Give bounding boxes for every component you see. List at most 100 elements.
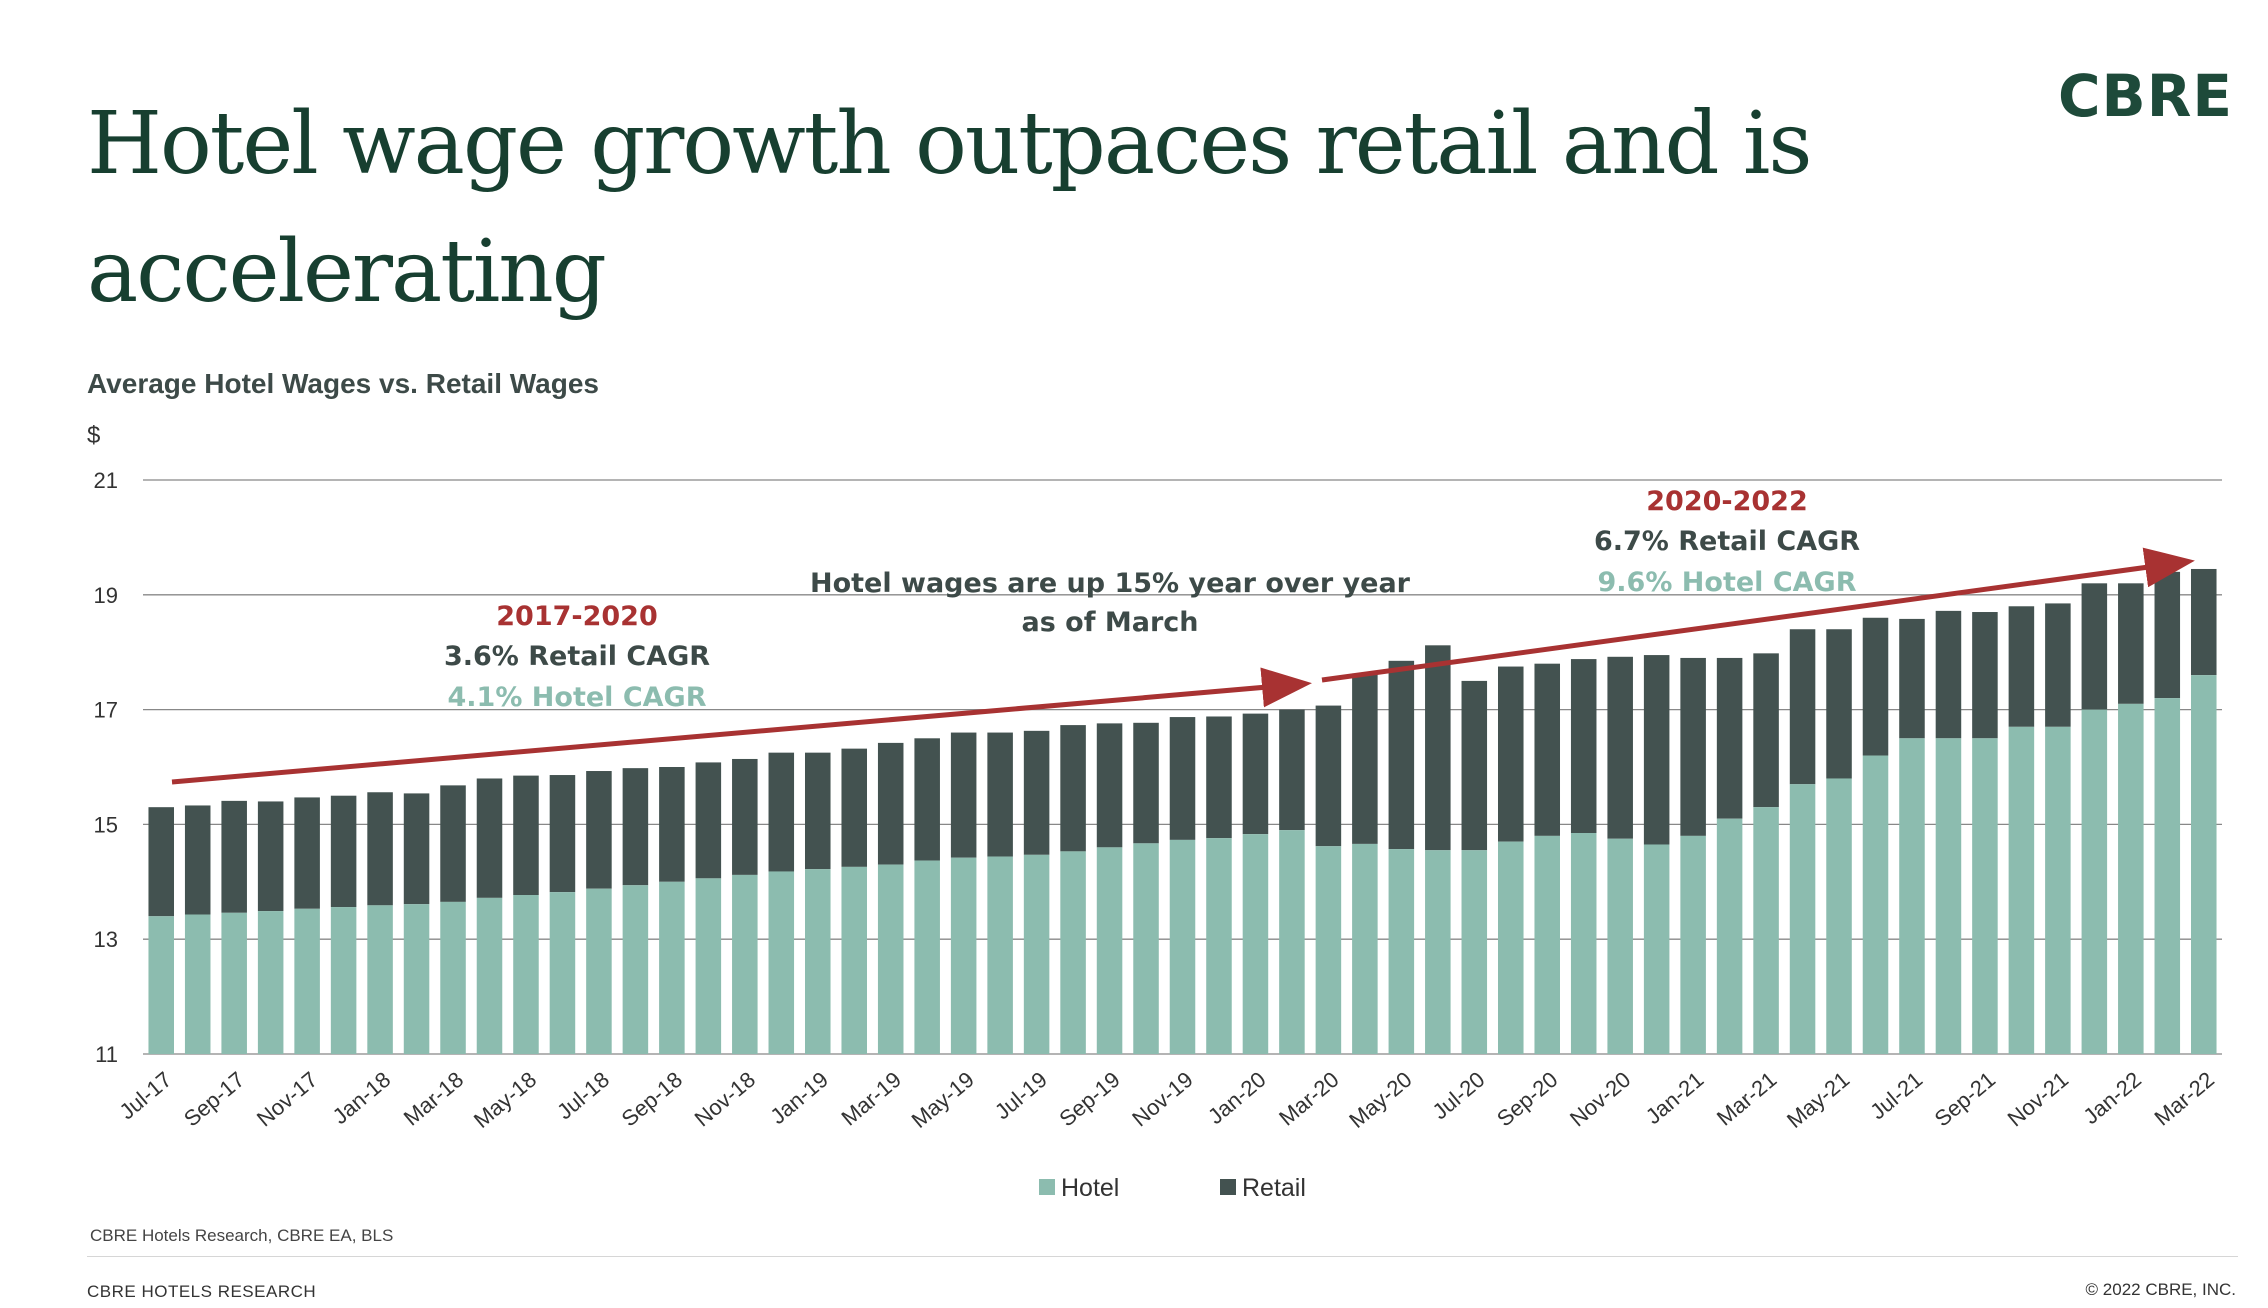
bar-hotel [1497, 841, 1524, 1054]
bar-retail [184, 805, 211, 915]
bar-hotel [1279, 830, 1305, 1054]
bar-hotel [1315, 846, 1342, 1054]
bar-hotel [732, 874, 758, 1054]
bar-hotel [221, 912, 247, 1054]
bars [148, 568, 2217, 1054]
bar-retail [1534, 663, 1561, 836]
annotation-middle-line2: as of March [1021, 607, 1198, 638]
legend-swatch-retail [1220, 1179, 1236, 1195]
bar-retail [1716, 657, 1743, 819]
x-axis-ticks: Jul-17 Sep-17 Nov-17 Jan-18 Mar-18 May-18 Jul-… [114, 1067, 2218, 1133]
bar-retail [732, 758, 758, 875]
x-tick-label: Nov-20 [1565, 1067, 1635, 1132]
bar-hotel [622, 885, 649, 1054]
bar-retail [768, 752, 795, 872]
bar-hotel [1643, 844, 1670, 1054]
trend-arrow-2017-2020 [171, 667, 1312, 785]
bar-retail [257, 801, 284, 912]
bar-retail [294, 797, 320, 909]
legend-swatch-hotel [1039, 1179, 1055, 1195]
chart-title: Average Hotel Wages vs. Retail Wages [87, 368, 599, 399]
bar-retail [914, 738, 940, 861]
bar-hotel [1206, 838, 1232, 1054]
legend-label-hotel: Hotel [1061, 1174, 1119, 1202]
bar-hotel [1862, 755, 1889, 1054]
x-tick-label: Sep-20 [1492, 1067, 1562, 1132]
bar-retail [1388, 660, 1415, 850]
x-tick-label: Jul-19 [990, 1067, 1052, 1125]
bar-hotel [987, 856, 1013, 1054]
x-tick-label: Jan-21 [1641, 1067, 1709, 1129]
bar-retail [1060, 725, 1086, 852]
y-tick-label: 17 [94, 698, 118, 723]
bar-retail [403, 793, 430, 905]
bar-hotel [877, 864, 904, 1054]
cbre-logo: CBRE [2057, 62, 2233, 130]
bar-retail [367, 792, 393, 906]
bar-retail [1789, 629, 1816, 785]
bar-hotel [513, 895, 539, 1054]
bar-retail [1023, 730, 1050, 855]
bar-hotel [1607, 838, 1633, 1054]
x-tick-label: Jan-22 [2078, 1067, 2146, 1129]
bar-retail [330, 795, 357, 908]
y-tick-label: 15 [94, 812, 118, 837]
bar-hotel [1060, 851, 1086, 1054]
x-tick-label: Sep-21 [1930, 1067, 2000, 1132]
y-axis-unit: $ [87, 422, 101, 449]
bar-retail [2118, 583, 2144, 704]
bar-retail [1461, 680, 1488, 851]
x-tick-label: Nov-17 [252, 1067, 322, 1132]
bar-retail [1315, 705, 1342, 847]
annotation-right-hotel: 9.6% Hotel CAGR [1598, 567, 1857, 598]
legend-label-retail: Retail [1242, 1174, 1306, 1202]
bar-hotel [841, 866, 868, 1054]
trend-arrow-2020-2022 [1321, 547, 2195, 683]
bar-hotel [1352, 843, 1378, 1054]
y-tick-label: 11 [95, 1042, 118, 1067]
bar-hotel [367, 905, 393, 1054]
x-tick-label: Mar-18 [399, 1067, 468, 1131]
bar-retail [2045, 603, 2071, 727]
bar-retail [1972, 612, 1998, 739]
bar-retail [1753, 653, 1779, 808]
x-tick-label: Mar-21 [1712, 1067, 1781, 1131]
bar-hotel [1388, 849, 1415, 1054]
x-tick-label: Jan-19 [765, 1067, 833, 1129]
bar-hotel [1425, 850, 1451, 1054]
bar-hotel [2008, 726, 2035, 1054]
bar-retail [1133, 722, 1159, 844]
bar-retail [1570, 659, 1597, 834]
bar-hotel [476, 897, 503, 1054]
bar-retail [950, 732, 977, 858]
bar-retail [1279, 709, 1305, 831]
bar-hotel [1096, 847, 1123, 1054]
bar-hotel [914, 860, 940, 1054]
x-tick-label: May-18 [469, 1067, 541, 1133]
x-tick-label: Jan-18 [328, 1067, 396, 1129]
bar-retail [1607, 656, 1633, 839]
page-title: Hotel wage growth outpaces retail and is… [87, 94, 1813, 322]
bar-hotel [403, 904, 430, 1054]
bar-retail [804, 752, 831, 870]
bar-retail [1425, 645, 1451, 851]
bar-retail [1096, 723, 1123, 848]
bar-hotel [2081, 709, 2108, 1054]
bar-retail [1169, 717, 1196, 840]
bar-hotel [2045, 726, 2071, 1054]
bar-hotel [1753, 807, 1779, 1054]
x-tick-label: Sep-17 [179, 1067, 249, 1132]
x-tick-label: Mar-22 [2150, 1067, 2219, 1131]
bar-retail [659, 767, 685, 882]
bar-hotel [950, 857, 977, 1054]
y-tick-label: 13 [94, 927, 118, 952]
bar-retail [221, 800, 247, 913]
bar-hotel [1935, 738, 1962, 1054]
bar-hotel [1789, 784, 1816, 1054]
bar-retail [2190, 568, 2217, 676]
annotation-left-hotel: 4.1% Hotel CAGR [448, 682, 707, 713]
x-tick-label: Nov-18 [690, 1067, 760, 1132]
bar-retail [549, 775, 576, 893]
annotation-right-retail: 6.7% Retail CAGR [1594, 526, 1860, 557]
bar-hotel [2118, 703, 2144, 1054]
